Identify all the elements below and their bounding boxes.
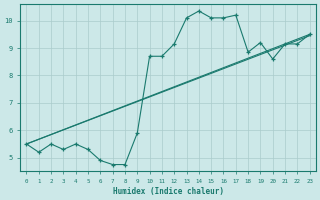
X-axis label: Humidex (Indice chaleur): Humidex (Indice chaleur) <box>113 187 224 196</box>
